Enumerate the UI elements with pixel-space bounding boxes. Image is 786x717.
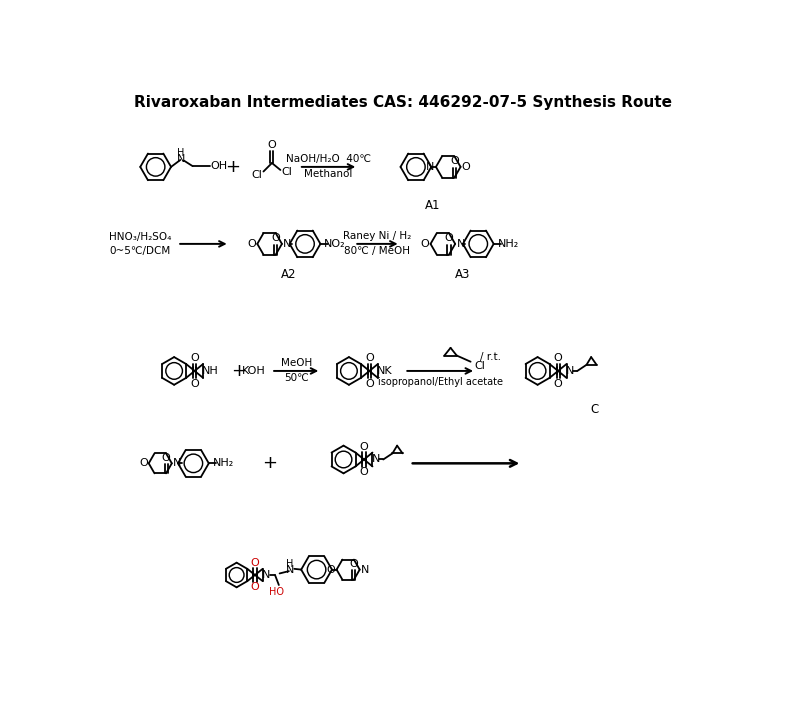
Text: N: N bbox=[283, 239, 292, 249]
Text: N: N bbox=[372, 455, 380, 465]
Text: N: N bbox=[263, 570, 270, 580]
Text: C: C bbox=[590, 403, 599, 416]
Text: OH: OH bbox=[210, 161, 227, 171]
Text: O: O bbox=[267, 141, 277, 151]
Text: O: O bbox=[350, 559, 358, 569]
Text: NaOH/H₂O  40℃: NaOH/H₂O 40℃ bbox=[285, 154, 371, 164]
Text: O: O bbox=[360, 442, 369, 452]
Text: 0~5℃/DCM: 0~5℃/DCM bbox=[109, 246, 171, 256]
Text: Cl: Cl bbox=[252, 170, 263, 179]
Text: O: O bbox=[421, 239, 429, 249]
Text: HO: HO bbox=[269, 587, 284, 597]
Text: O: O bbox=[248, 239, 256, 249]
Text: +: + bbox=[262, 455, 277, 473]
Text: N: N bbox=[173, 458, 182, 468]
Text: +: + bbox=[231, 362, 246, 380]
Text: N: N bbox=[285, 566, 294, 575]
Text: H: H bbox=[178, 148, 185, 158]
Text: O: O bbox=[553, 353, 563, 364]
Text: A2: A2 bbox=[281, 268, 296, 281]
Text: A1: A1 bbox=[425, 199, 441, 212]
Text: Rivaroxaban Intermediates CAS: 446292-07-5 Synthesis Route: Rivaroxaban Intermediates CAS: 446292-07… bbox=[134, 95, 672, 110]
Text: H: H bbox=[286, 559, 293, 569]
Text: +: + bbox=[225, 158, 241, 176]
Text: N: N bbox=[361, 564, 369, 574]
Text: O: O bbox=[445, 234, 454, 243]
Text: O: O bbox=[251, 558, 259, 568]
Text: O: O bbox=[461, 162, 470, 172]
Text: N: N bbox=[177, 154, 185, 164]
Text: isopropanol/Ethyl acetate: isopropanol/Ethyl acetate bbox=[378, 377, 503, 387]
Text: O: O bbox=[251, 582, 259, 592]
Text: O: O bbox=[365, 379, 374, 389]
Text: N: N bbox=[426, 162, 435, 172]
Text: NK: NK bbox=[377, 366, 393, 376]
Text: MeOH: MeOH bbox=[281, 358, 312, 369]
Text: Methanol: Methanol bbox=[304, 168, 352, 179]
Text: 80℃ / MeOH: 80℃ / MeOH bbox=[344, 246, 410, 256]
Text: O: O bbox=[450, 156, 459, 166]
Text: Cl: Cl bbox=[475, 361, 485, 371]
Text: O: O bbox=[365, 353, 374, 364]
Text: HNO₃/H₂SO₄: HNO₃/H₂SO₄ bbox=[109, 232, 171, 242]
Text: 50℃: 50℃ bbox=[285, 373, 309, 383]
Text: O: O bbox=[360, 467, 369, 478]
Text: NO₂: NO₂ bbox=[325, 239, 346, 249]
Text: Cl: Cl bbox=[281, 167, 292, 177]
Text: / r.t.: / r.t. bbox=[480, 352, 501, 362]
Text: NH: NH bbox=[202, 366, 219, 376]
Text: NH₂: NH₂ bbox=[498, 239, 519, 249]
Text: O: O bbox=[553, 379, 563, 389]
Text: O: O bbox=[190, 353, 199, 364]
Text: N: N bbox=[566, 366, 575, 376]
Text: O: O bbox=[190, 379, 199, 389]
Text: N: N bbox=[457, 239, 465, 249]
Text: O: O bbox=[271, 234, 280, 243]
Text: Raney Ni / H₂: Raney Ni / H₂ bbox=[343, 231, 412, 241]
Text: A3: A3 bbox=[454, 268, 470, 281]
Text: O: O bbox=[139, 458, 148, 468]
Text: KOH: KOH bbox=[241, 366, 266, 376]
Text: O: O bbox=[162, 453, 171, 463]
Text: NH₂: NH₂ bbox=[213, 458, 234, 468]
Text: O: O bbox=[327, 564, 336, 574]
